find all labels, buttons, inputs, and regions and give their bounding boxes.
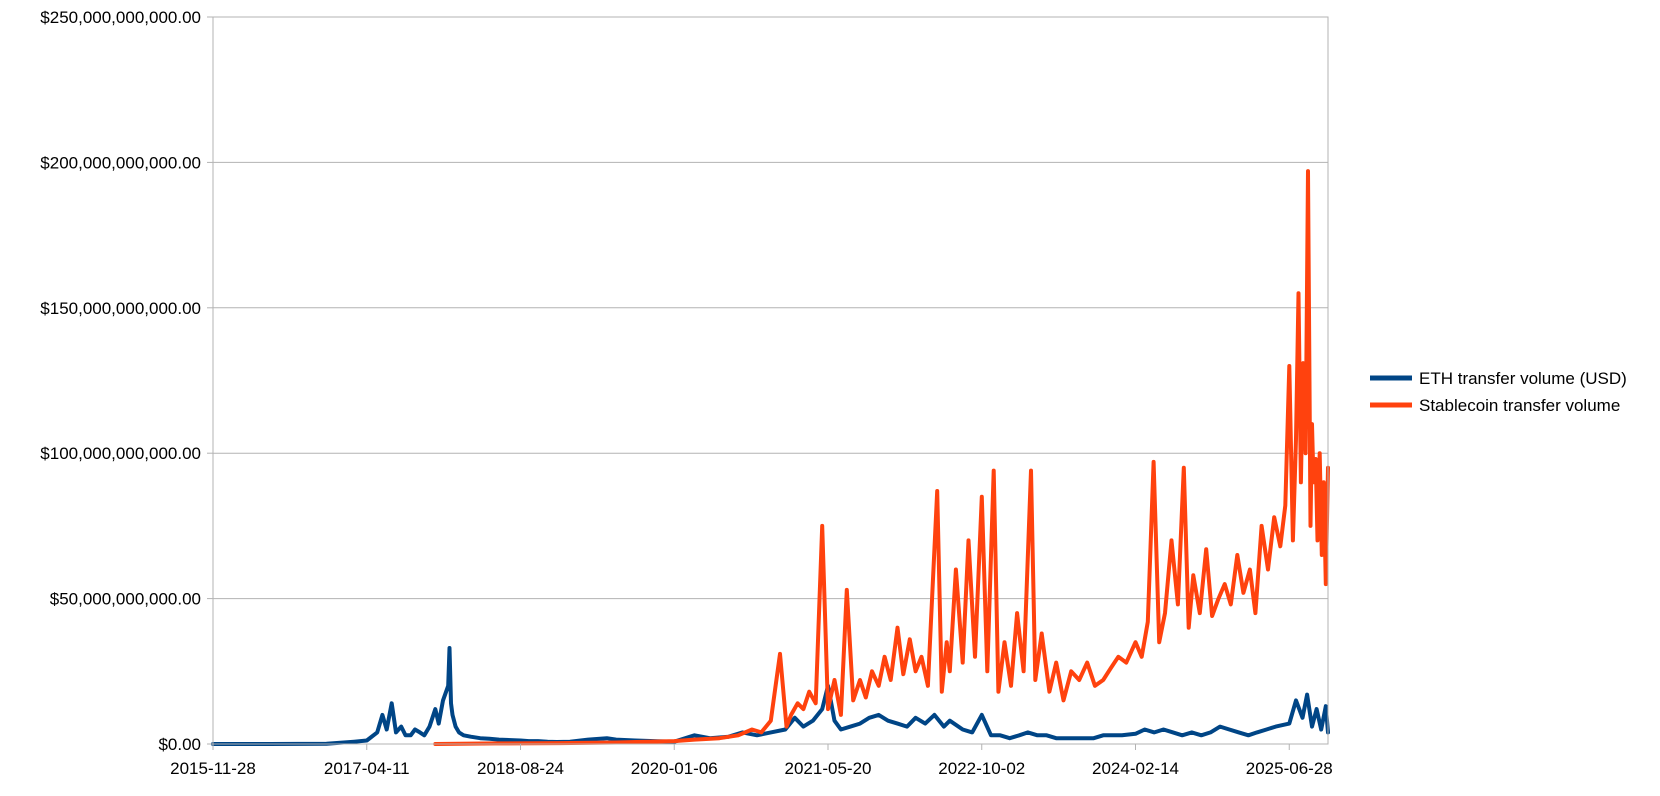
x-tick-label: 2017-04-11 [324, 759, 410, 778]
y-tick-label: $0.00 [158, 735, 201, 754]
series-line-stablecoin [433, 169, 1330, 746]
y-tick-label: $250,000,000,000.00 [40, 8, 201, 27]
legend-item: ETH transfer volume (USD) [1370, 369, 1627, 388]
y-tick-label: $50,000,000,000.00 [50, 590, 201, 609]
x-tick-label: 2021-05-20 [785, 759, 872, 778]
y-tick-label: $150,000,000,000.00 [40, 299, 201, 318]
x-tick-label: 2018-08-24 [477, 759, 564, 778]
legend-item: Stablecoin transfer volume [1370, 396, 1620, 415]
plot-frame [212, 16, 1329, 745]
legend-label: ETH transfer volume (USD) [1419, 369, 1627, 388]
plot-area-border [212, 16, 1329, 745]
series-lines [211, 169, 1330, 746]
legend-label: Stablecoin transfer volume [1419, 396, 1620, 415]
y-tick-label: $100,000,000,000.00 [40, 444, 201, 463]
x-tick-label: 2020-01-06 [631, 759, 718, 778]
legend: ETH transfer volume (USD) Stablecoin tran… [1370, 369, 1627, 415]
x-tick-label: 2015-11-28 [170, 759, 256, 778]
x-tick-label: 2024-02-14 [1092, 759, 1179, 778]
series-line-eth [211, 646, 1330, 746]
y-tick-label: $200,000,000,000.00 [40, 153, 201, 172]
x-tick-label: 2025-06-28 [1246, 759, 1333, 778]
x-tick-label: 2022-10-02 [938, 759, 1025, 778]
y-axis: $0.00 $50,000,000,000.00 $100,000,000,000.… [40, 8, 213, 754]
x-axis: 2015-11-28 2017-04-11 2018-08-24 2020-01-06… [170, 744, 1333, 778]
